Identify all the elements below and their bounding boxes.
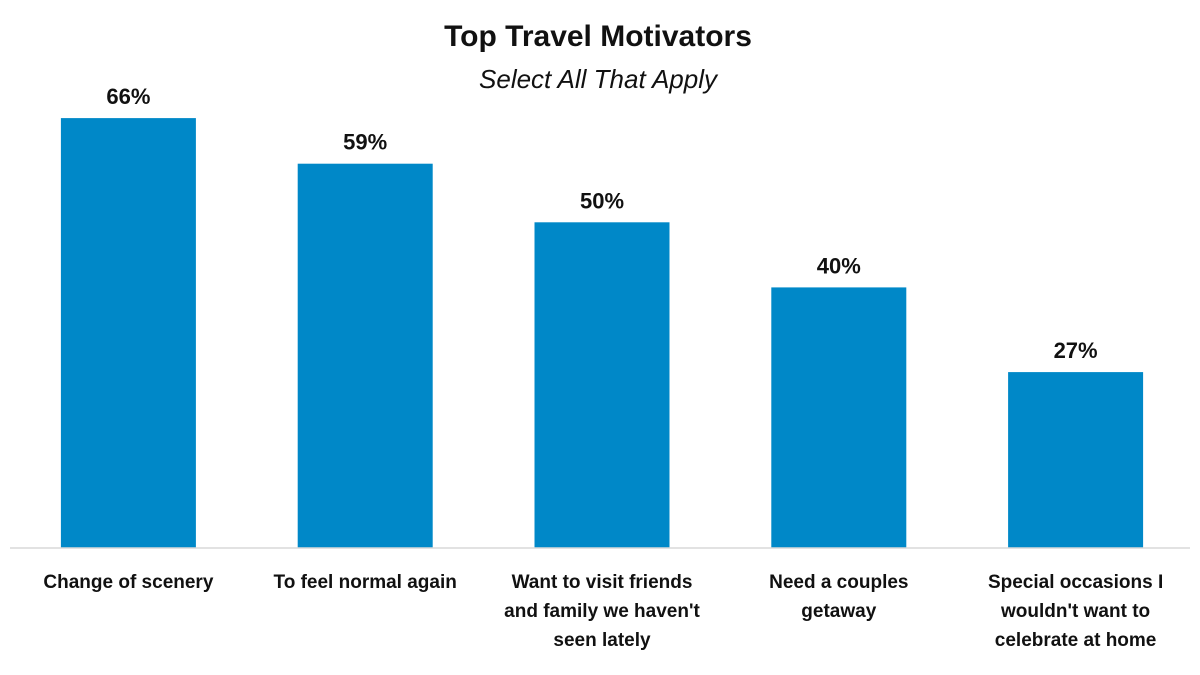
category-label-line: Special occasions I (988, 572, 1163, 593)
chart-subtitle: Select All That Apply (479, 64, 719, 94)
category-label-line: Change of scenery (43, 572, 213, 593)
bars-group (60, 118, 1144, 549)
category-label-line: and family we haven't (504, 601, 700, 622)
category-label-line: Need a couples (769, 572, 908, 593)
category-label-line: getaway (801, 601, 876, 622)
data-label-2: 59% (343, 130, 387, 155)
category-label-line: Want to visit friends (512, 572, 693, 593)
category-label-4: Need a couples getaway (769, 572, 908, 622)
category-label-line: celebrate at home (995, 630, 1157, 651)
category-label-line: seen lately (553, 630, 651, 651)
chart-title: Top Travel Motivators (444, 20, 752, 53)
category-label-3: Want to visit friends and family we haven… (504, 572, 700, 651)
data-labels-group: 66% 59% 50% 40% 27% (106, 84, 1097, 363)
category-label-line: To feel normal again (274, 572, 457, 593)
bar-1 (60, 118, 196, 548)
category-label-5: Special occasions I wouldn't want to celeb… (988, 572, 1163, 651)
bar-4 (771, 287, 907, 548)
category-label-2: To feel normal again (274, 572, 457, 593)
category-label-1: Change of scenery (43, 572, 213, 593)
data-label-4: 40% (817, 253, 861, 278)
bar-5 (1008, 372, 1144, 548)
data-label-3: 50% (580, 188, 624, 213)
bar-2 (297, 163, 433, 548)
category-label-line: wouldn't want to (1000, 601, 1150, 622)
data-label-1: 66% (106, 84, 150, 109)
bar-3 (534, 222, 670, 549)
data-label-5: 27% (1054, 338, 1098, 363)
category-labels-group: Change of scenery To feel normal again Wan… (43, 572, 1163, 651)
